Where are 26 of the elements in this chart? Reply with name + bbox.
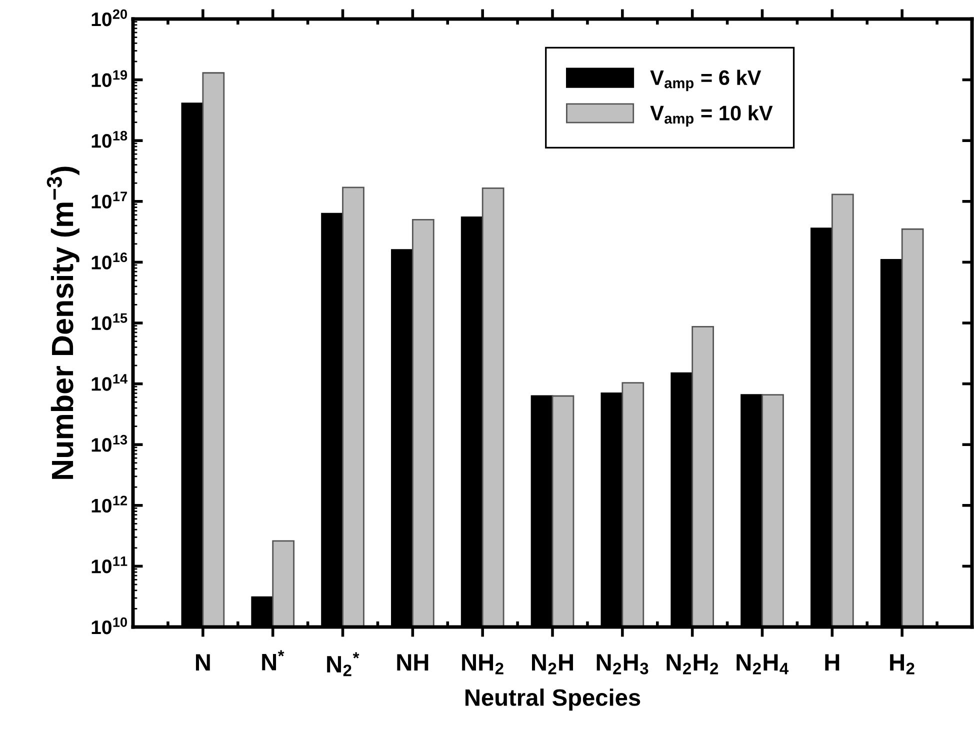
y-tick-label: 10$^{12}$ (92, 496, 128, 513)
y-tick-label: 10$^{19}$ (92, 70, 128, 88)
y-tick-label: 10$^{18}$ (92, 130, 128, 148)
y-tick-label: 10$^{13}$ (92, 434, 128, 452)
x-tick-label: N$_{2}$H$_{2}$ (666, 654, 718, 674)
y-tick-label: 10$^{14}$ (92, 374, 128, 391)
x-tick-label: N$_{2}$$^{*}$ (327, 652, 360, 676)
y-tick-label: 10$^{16}$ (92, 252, 128, 270)
y-tick-label: 10$^{20}$ (92, 9, 127, 26)
y-tick-label: 10$^{15}$ (92, 313, 128, 330)
x-tick-label: N$^{*}$ (262, 650, 284, 670)
x-tick-label: N (196, 654, 210, 670)
x-tick-label: H (825, 654, 840, 670)
x-tick-label: N$_{2}$H (532, 654, 573, 674)
y-tick-label: 10$^{17}$ (92, 192, 127, 208)
legend-label: V$_{amp}$ = 6 kV (650, 70, 762, 92)
x-tick-label: NH (397, 654, 428, 670)
x-tick-label: NH$_{2}$ (462, 654, 504, 674)
x-tick-label: H$_{2}$ (890, 654, 914, 674)
x-tick-label: N$_{2}$H$_{3}$ (596, 654, 648, 674)
y-tick-label: 10$^{11}$ (92, 556, 128, 574)
y-tick-label: 10$^{10}$ (92, 617, 127, 634)
x-tick-label: N$_{2}$H$_{4}$ (736, 654, 789, 674)
x-axis-title: Neutral Species (466, 688, 640, 711)
legend-label: V$_{amp}$ = 10 kV (650, 105, 773, 127)
y-axis-title: Number Density (m$^{−3}$) (46, 166, 80, 479)
